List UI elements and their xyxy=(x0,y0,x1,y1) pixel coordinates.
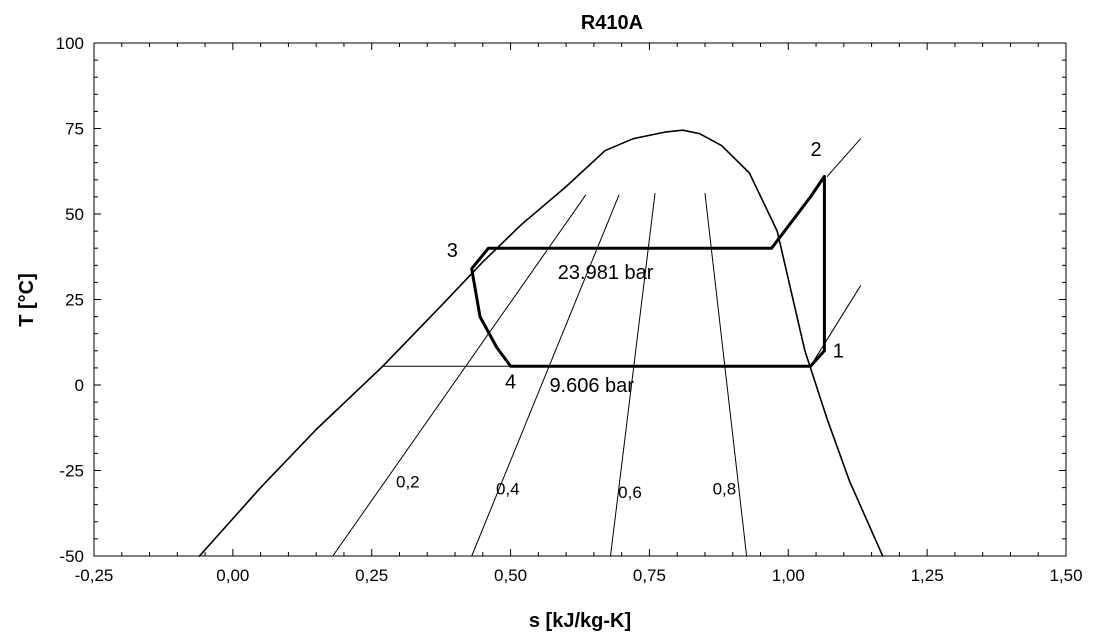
pressure-high-label: 23.981 bar xyxy=(558,262,654,284)
y-tick-label: -25 xyxy=(59,462,84,481)
y-tick-label: 50 xyxy=(65,205,84,224)
chart-title: R410A xyxy=(581,12,643,34)
quality-label: 0,8 xyxy=(713,479,737,498)
saturation-dome-line xyxy=(198,129,884,557)
quality-label: 0,2 xyxy=(396,473,420,492)
R410A-state-4-label: 4 xyxy=(505,371,516,393)
x-tick-label: 0,25 xyxy=(355,566,388,585)
pressure-low-label: 9.606 bar xyxy=(549,375,634,397)
R410A-state-2-label: 2 xyxy=(811,139,822,161)
y-tick-label: 75 xyxy=(65,120,84,139)
R410A-state-1-label: 1 xyxy=(833,341,844,363)
superheat-isobar-23.981-bar-line xyxy=(826,138,861,177)
x-axis-ticks: -0,25 0,00 0,25 0,50 0,75 1,00 1,25 1,50 xyxy=(75,43,1083,585)
refrigeration-cycle-line xyxy=(470,174,826,368)
x-tick-label: 0,75 xyxy=(633,566,666,585)
x-tick-label: 1,00 xyxy=(772,566,805,585)
x-axis-label: s [kJ/kg-K] xyxy=(529,610,631,632)
y-tick-label: 100 xyxy=(56,34,84,53)
quality-label: 0,4 xyxy=(496,479,520,498)
x-tick-label: 0,50 xyxy=(494,566,527,585)
x-tick-label: -0,25 xyxy=(75,566,114,585)
quality-0.8-line xyxy=(704,193,748,557)
quality-label: 0,6 xyxy=(618,483,642,502)
x-tick-label: 1,25 xyxy=(911,566,944,585)
superheat-isobar-9.606-bar-line xyxy=(810,285,861,367)
y-tick-label: 0 xyxy=(75,376,84,395)
x-tick-label: 0,00 xyxy=(216,566,249,585)
series-layer xyxy=(198,129,884,557)
annotation-layer: 1 2 3 4 23.981 bar 9.606 bar 0,2 0,4 0,6 0,8 xyxy=(396,139,844,502)
x-tick-label: 1,50 xyxy=(1049,566,1082,585)
y-axis-label: T [°C] xyxy=(16,273,38,327)
quality-0.6-line xyxy=(610,193,656,557)
R410A-state-3-label: 3 xyxy=(447,240,458,262)
y-tick-label: -50 xyxy=(59,547,84,566)
quality-0.2-line xyxy=(332,194,587,557)
y-axis-ticks: -50 -25 0 25 50 75 100 xyxy=(56,34,1066,566)
quality-0.4-line xyxy=(471,194,620,557)
y-tick-label: 25 xyxy=(65,291,84,310)
